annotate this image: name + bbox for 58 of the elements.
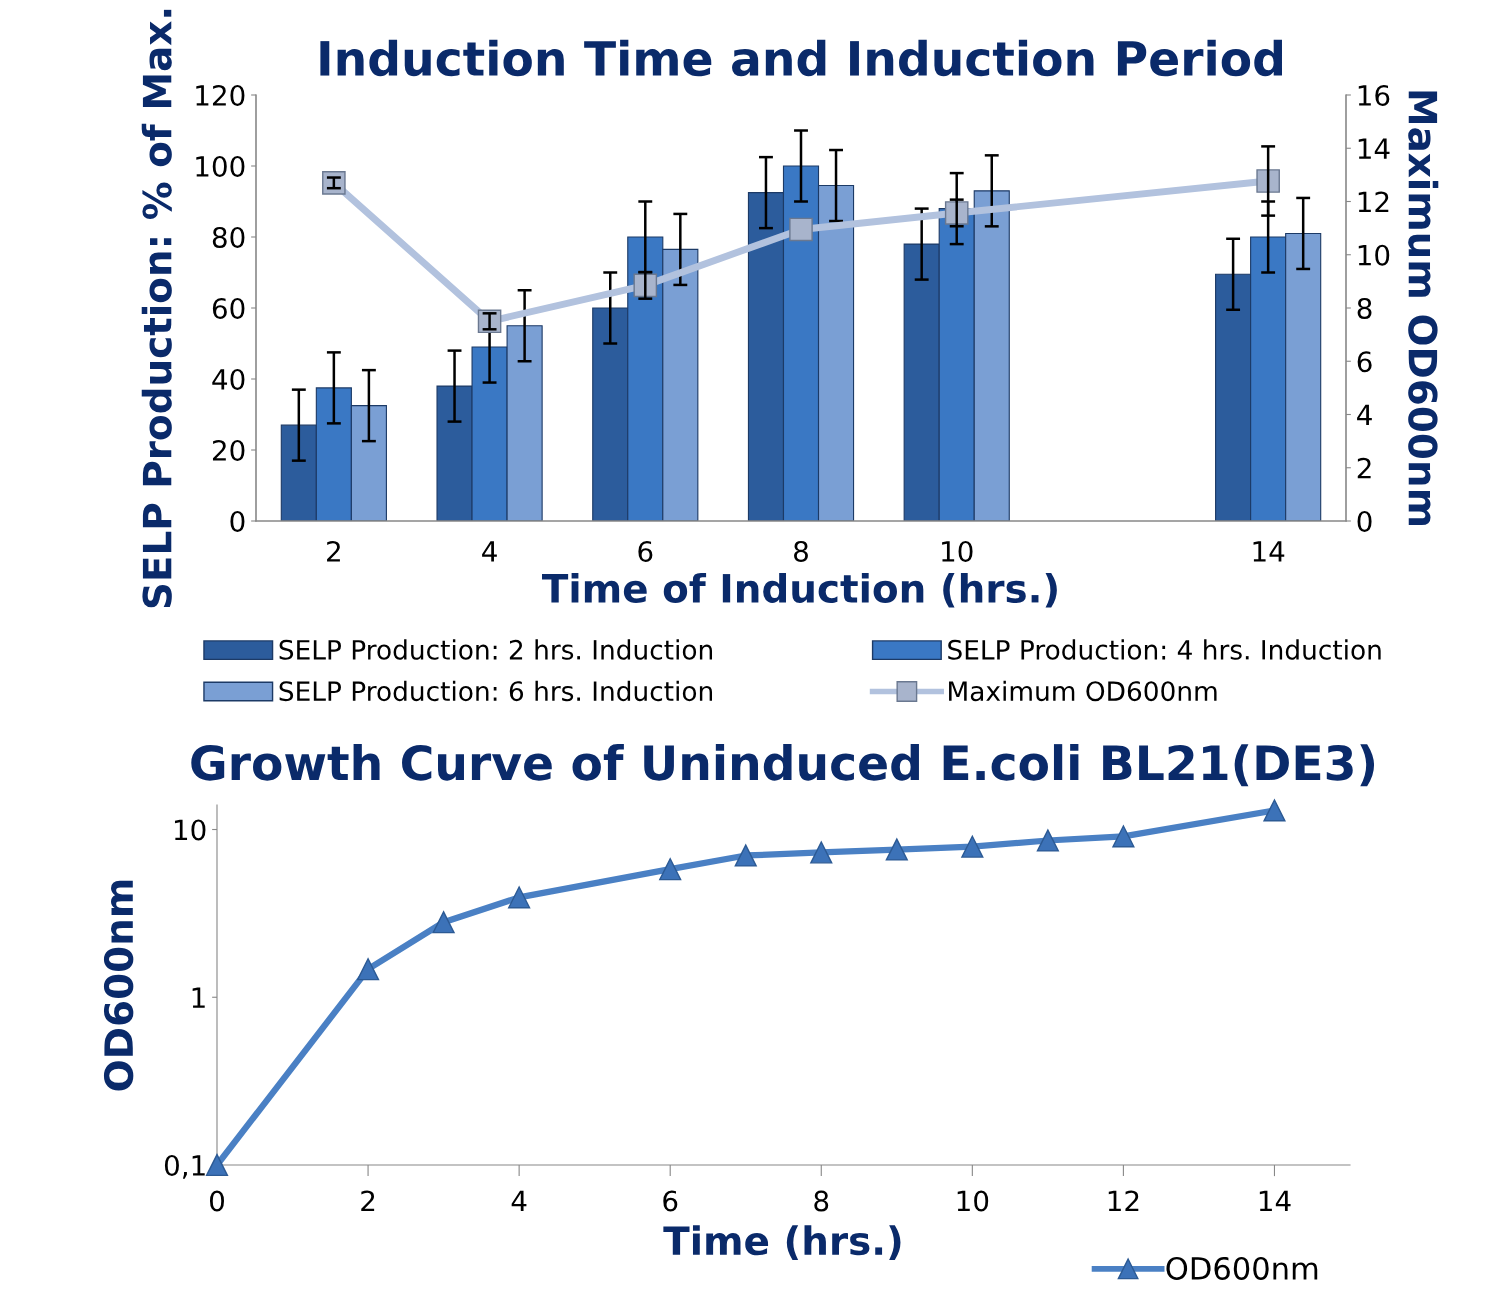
y-tick-label: 10 [174, 819, 206, 841]
y-axis-title: SELP Production: % of Max. [141, 9, 172, 608]
x-tick-label: 4 [482, 541, 497, 562]
y-tick-label: 0 [230, 510, 245, 532]
y2-tick-label: 8 [1357, 297, 1372, 319]
y-axis-title: OD600nm [103, 880, 134, 1091]
x-tick-label: 6 [663, 1190, 678, 1212]
point [734, 844, 757, 867]
x-tick-label: 14 [1259, 1190, 1291, 1212]
y2-tick-label: 2 [1357, 457, 1371, 479]
point [1256, 169, 1280, 193]
y2-tick-label: 10 [1358, 244, 1390, 266]
y2-tick-label: 16 [1358, 84, 1390, 106]
legend-label: SELP Production: 2 hrs. Induction [279, 639, 713, 660]
point [1036, 829, 1059, 852]
x-tick-label: 2 [361, 1190, 375, 1212]
y-tick-label: 20 [212, 439, 245, 461]
y2-axis-title: Maximum OD600nm [1408, 91, 1439, 526]
point [810, 841, 833, 864]
legend-label: SELP Production: 6 hrs. Induction [279, 680, 713, 702]
y-tick-label: 100 [196, 155, 245, 177]
legend-label: SELP Production: 4 hrs. Induction [948, 639, 1381, 660]
y-tick-label: 40 [212, 368, 245, 390]
x-tick-label: 6 [638, 540, 653, 562]
x-tick-label: 10 [942, 540, 973, 562]
y2-tick-label: 0 [1357, 510, 1372, 532]
y2-tick-label: 6 [1357, 351, 1372, 373]
point [356, 958, 380, 981]
point [961, 835, 984, 858]
y2-tick-label: 12 [1358, 191, 1389, 213]
x-tick-label: 8 [794, 540, 808, 562]
legend-label: OD600nm [1166, 1256, 1318, 1280]
x-axis-title: Time (hrs.) [663, 1225, 901, 1260]
y-tick-label: 80 [212, 226, 245, 248]
point [1263, 799, 1286, 822]
point [659, 858, 682, 881]
point [1112, 825, 1135, 848]
point [885, 838, 908, 861]
chart-title: Growth Curve of Uninduced E.coli BL21(DE3) [191, 744, 1375, 787]
y-tick-label: 120 [196, 84, 245, 106]
legend-label: Maximum OD600nm [949, 680, 1217, 702]
point [432, 911, 455, 934]
y2-tick-label: 4 [1357, 404, 1372, 426]
chart-title: Induction Time and Induction Period [320, 39, 1282, 77]
x-tick-label: 4 [511, 1190, 527, 1212]
x-tick-label: 2 [327, 540, 340, 562]
y-tick-label: 60 [212, 297, 245, 319]
x-axis-title: Time of Induction (hrs.) [542, 572, 1057, 608]
point [205, 1153, 229, 1177]
x-tick-label: 8 [814, 1190, 829, 1212]
x-tick-label: 14 [1253, 541, 1285, 562]
x-tick-label: 10 [957, 1190, 989, 1212]
point [508, 886, 531, 909]
y-tick-label: 1 [192, 987, 205, 1008]
x-tick-label: 12 [1108, 1190, 1139, 1212]
point [789, 217, 813, 242]
y-tick-label: 0,1 [164, 1154, 205, 1179]
y2-tick-label: 14 [1358, 138, 1390, 159]
